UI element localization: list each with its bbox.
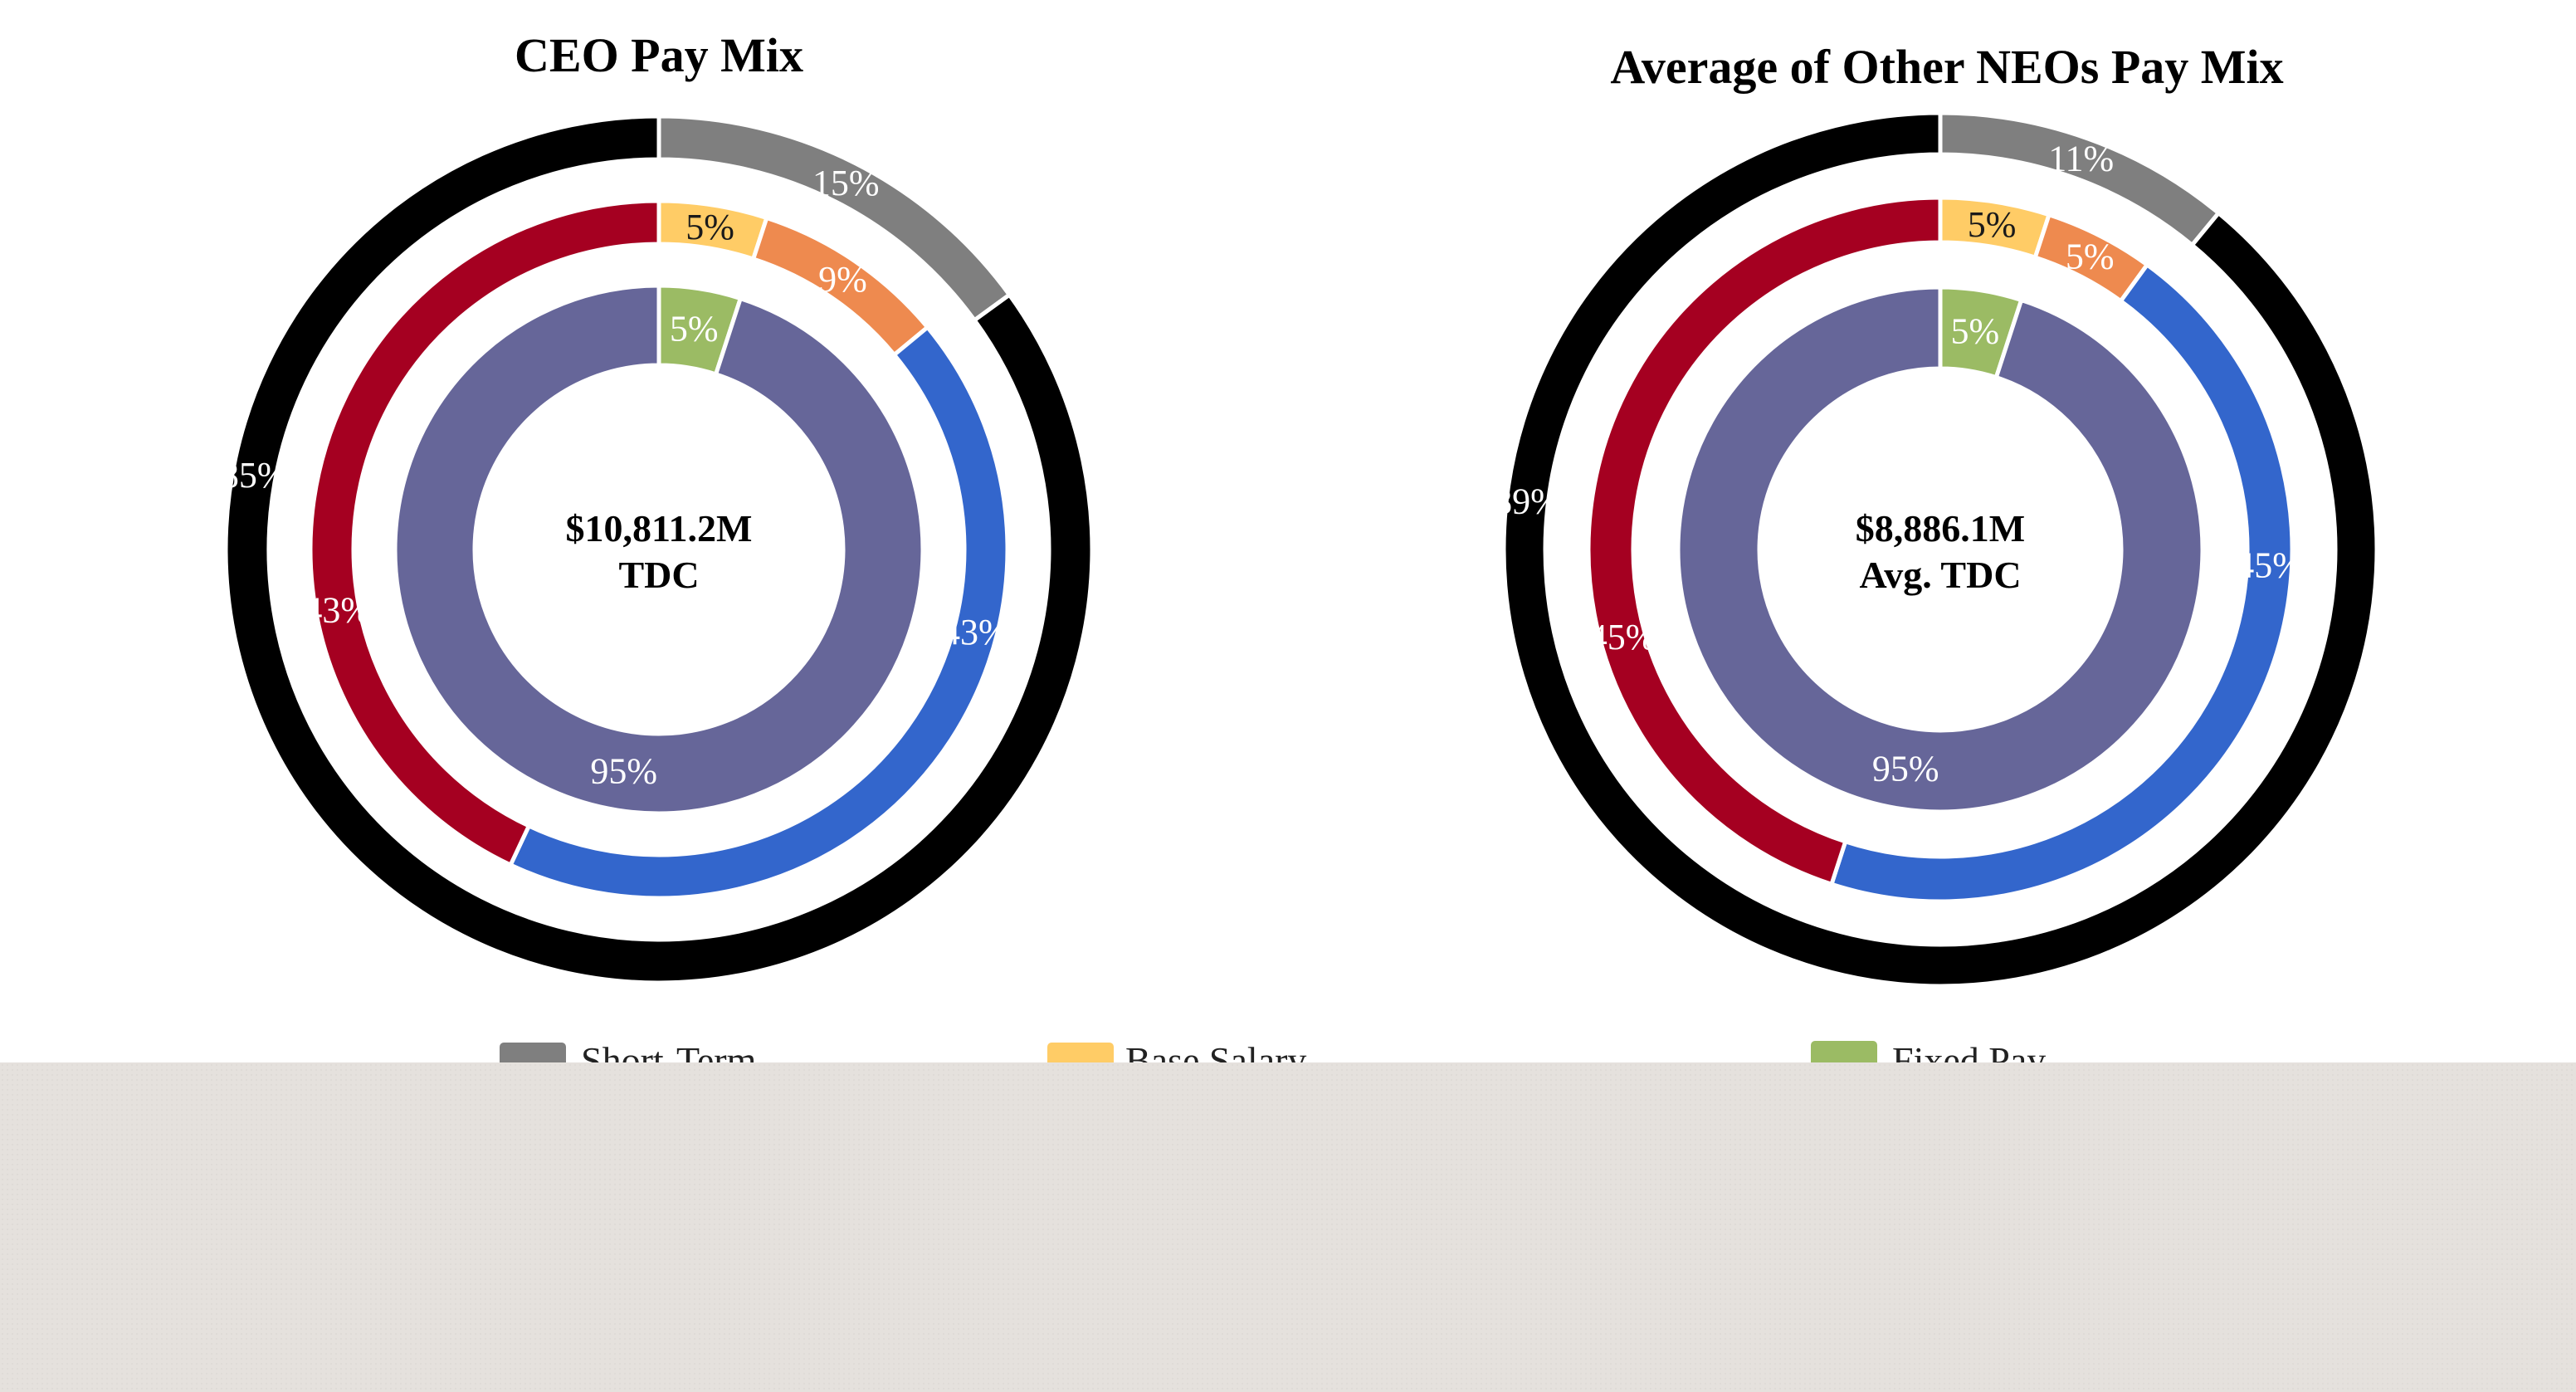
outer-ring-data-label: 15% <box>812 163 880 203</box>
middle-ring-slice <box>308 198 661 868</box>
ceo-pay-mix-chart: CEO Pay Mix 15% 85% 5% 9% 43% 43% 5% 95% $10,81… <box>221 28 1095 985</box>
inner-ring-data-label: 5% <box>670 308 719 349</box>
middle-ring-slice <box>507 324 1010 901</box>
inner-ring-data-label: 5% <box>1950 310 1999 351</box>
middle-ring-slice <box>1586 195 1943 887</box>
middle-ring-data-label: 9% <box>818 259 867 300</box>
middle-ring-data-label: 5% <box>2066 236 2115 276</box>
middle-ring-data-label: 5% <box>685 207 734 247</box>
center-label-amount: $10,811.2M <box>566 507 753 549</box>
middle-ring-data-label: 43% <box>304 590 371 631</box>
other-neos-pay-mix-chart: Average of Other NEOs Pay Mix 11% 89% 5% 5%… <box>1494 40 2379 989</box>
chart-title: Average of Other NEOs Pay Mix <box>1610 40 2283 94</box>
outer-ring-data-label: 85% <box>221 455 288 496</box>
middle-ring-data-label: 5% <box>1968 204 2017 245</box>
inner-ring-data-label: 95% <box>1872 749 1939 789</box>
center-label-amount: $8,886.1M <box>1856 507 2025 549</box>
outer-ring-slice <box>1501 110 2379 989</box>
donut-rings: 11% 89% 5% 5% 45% 45% 5% 95% <box>1494 110 2379 989</box>
outer-ring-slice <box>223 114 1095 985</box>
middle-ring-data-label: 43% <box>942 612 1009 652</box>
middle-ring-data-label: 45% <box>2236 545 2303 586</box>
inner-ring-slice <box>1676 285 2205 814</box>
middle-ring-data-label: 45% <box>1589 617 1656 657</box>
center-label-caption: TDC <box>618 554 699 596</box>
outer-ring-data-label: 11% <box>2048 139 2114 179</box>
outer-ring-data-label: 89% <box>1494 481 1561 522</box>
bottom-overlay-band <box>0 1062 2576 1392</box>
center-label-caption: Avg. TDC <box>1859 554 2021 596</box>
donut-rings: 15% 85% 5% 9% 43% 43% 5% 95% <box>221 114 1095 985</box>
inner-ring-slice <box>393 283 925 816</box>
chart-title: CEO Pay Mix <box>515 28 803 82</box>
inner-ring-data-label: 95% <box>590 751 657 792</box>
